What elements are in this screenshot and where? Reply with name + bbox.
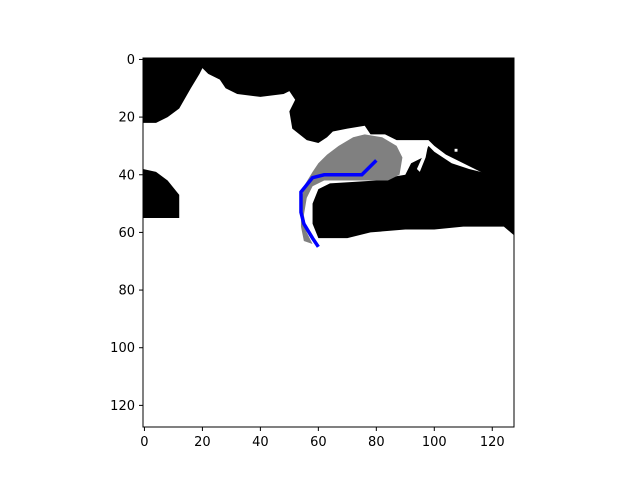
x-tick-label-4: 80 [368,435,385,450]
y-tick-label-4: 80 [118,284,135,299]
x-tick-label-2: 40 [252,435,269,450]
x-tick-label-1: 20 [194,435,211,450]
occupied-region-top [143,58,514,218]
x-tick-label-3: 60 [310,435,327,450]
y-tick-label-1: 20 [118,111,135,126]
y-tick-label-5: 100 [110,341,135,356]
occupied-region-right [312,145,514,239]
y-tick-label-2: 40 [118,168,135,183]
y-tick-label-3: 60 [118,226,135,241]
y-tick-label-6: 120 [110,399,135,414]
y-tick-label-0: 0 [127,53,135,68]
x-tick-label-0: 0 [140,435,148,450]
x-tick-label-5: 100 [422,435,447,450]
free-dot [454,148,458,152]
axes-frame [142,57,515,428]
x-tick-label-6: 120 [480,435,505,450]
free-notch [416,143,429,172]
occupied-region-left [143,168,180,218]
